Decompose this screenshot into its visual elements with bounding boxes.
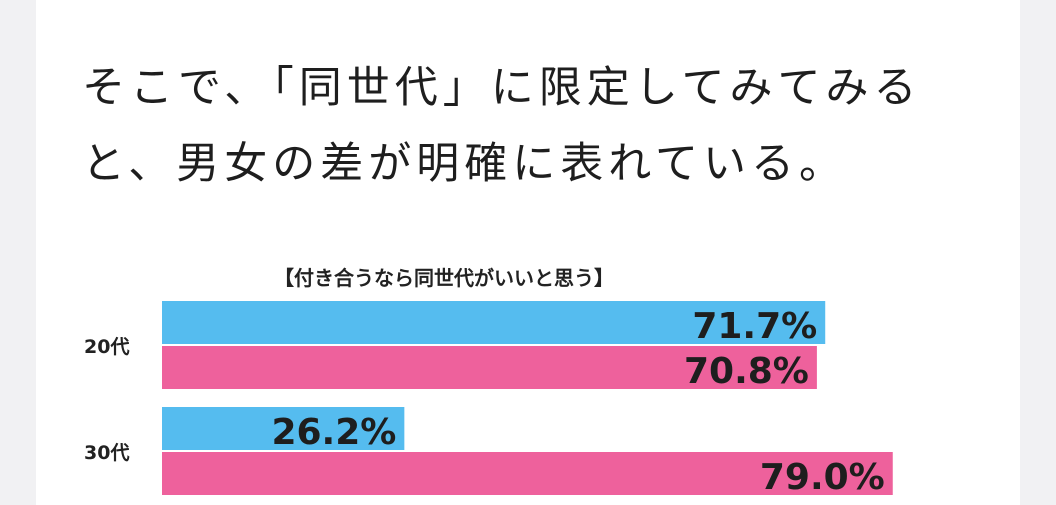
category-label: 20代 — [84, 336, 129, 358]
bar-pink — [162, 346, 817, 389]
data-label: 71.7% — [692, 306, 817, 347]
category-label: 30代 — [84, 442, 129, 464]
article-card: そこで、「同世代」に限定してみてみると、男女の差が明確に表れている。 【付き合う… — [36, 0, 1020, 505]
data-label: 26.2% — [271, 412, 396, 453]
bar-blue — [162, 407, 405, 450]
bar-chart: 【付き合うなら同世代がいいと思う】 20代 71.7%70.8% 30代 26.2% 7… — [84, 266, 893, 498]
bar-blue — [162, 301, 826, 344]
data-label: 79.0% — [760, 457, 885, 498]
data-label: 70.8% — [684, 351, 809, 392]
bars-group: 20代 71.7%70.8% 30代 26.2% 79.0% — [84, 301, 893, 498]
article-paragraph: そこで、「同世代」に限定してみてみると、男女の差が明確に表れている。 — [82, 63, 922, 189]
chart-title: 【付き合うなら同世代がいいと思う】 — [274, 266, 614, 290]
bar-pink — [162, 452, 893, 495]
chart-container: 【付き合うなら同世代がいいと思う】 20代 71.7% 70.8% 30代 26.2% 7… — [36, 255, 1020, 505]
